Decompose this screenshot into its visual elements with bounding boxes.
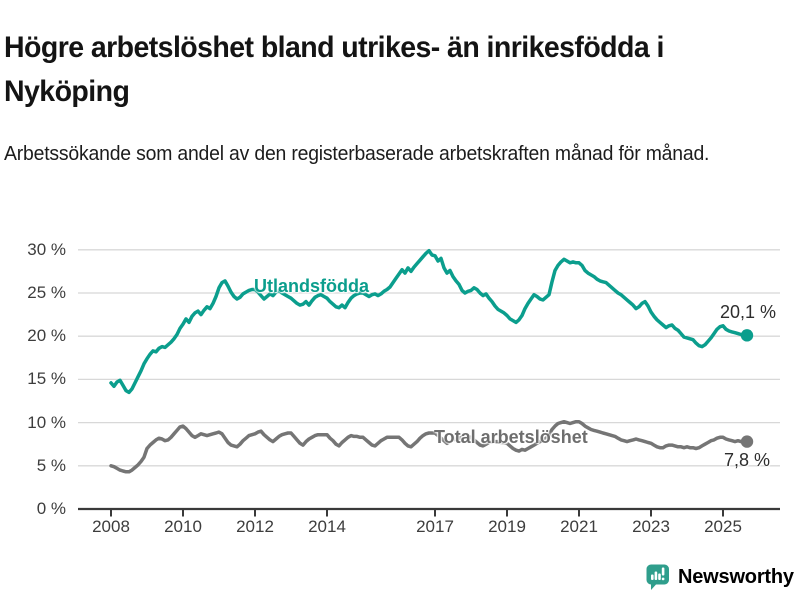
x-tick-label: 2021 [560,517,598,536]
x-tick-label: 2014 [308,517,346,536]
series-line [109,419,749,474]
y-tick-label: 25 % [27,283,66,302]
series-label-utlandsfodda: Utlandsfödda [254,276,369,296]
newsworthy-logo-icon [646,564,669,590]
y-tick-label: 15 % [27,369,66,389]
y-tick-label: 0 % [36,499,66,518]
series-endpoint-dot [740,435,754,448]
chart-subtitle: Arbetssökande som andel av den registerb… [4,143,710,165]
y-tick-label: 10 % [27,412,66,432]
x-tick-label: 2019 [488,517,526,536]
x-tick-label: 2017 [416,517,454,536]
x-tick-label: 2010 [164,517,202,536]
y-tick-label: 20 % [27,326,66,346]
x-tick-label: 2008 [92,517,130,536]
bar-chart-exclamation-glyph [651,567,665,581]
x-tick-label: 2025 [704,517,742,536]
series-line [109,248,749,395]
y-tick-label: 30 % [27,239,66,259]
series-label-total-arbetsloshet: Total arbetslöshet [434,427,588,447]
speech-bubble-shape [646,564,669,590]
y-tick-label: 5 % [36,455,66,475]
chart-title: Högre arbetslöshet bland utrikes- än inr… [4,31,664,109]
end-value-utlandsfodda: 20,1 % [720,302,777,322]
x-tick-label: 2023 [632,517,670,536]
x-tick-label: 2012 [236,517,274,536]
end-value-total-arbetsloshet: 7,8 % [724,450,771,470]
series-endpoint-dot [740,329,754,342]
newsworthy-logo: Newsworthy [645,563,794,592]
newsworthy-logo-text: Newsworthy [678,566,794,588]
